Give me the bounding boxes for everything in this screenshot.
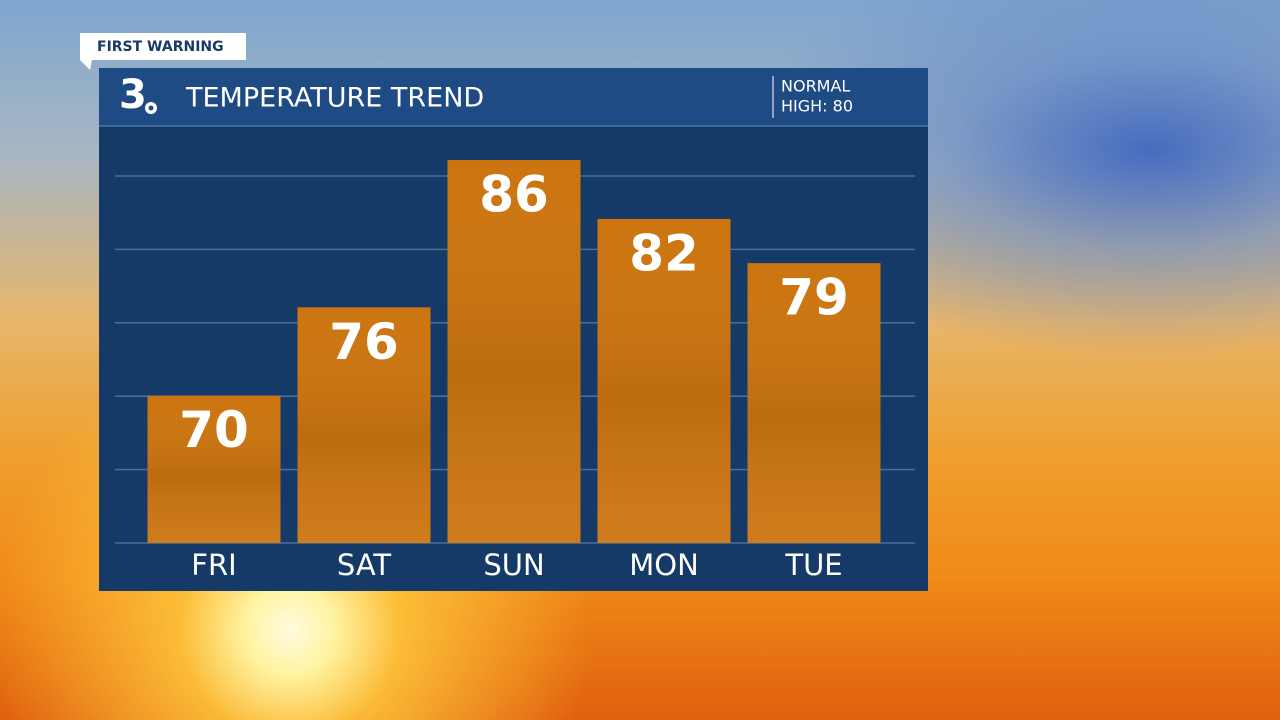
- x-tick-label: SAT: [337, 548, 392, 582]
- x-tick-label: MON: [629, 548, 699, 582]
- logo-pupil: [148, 105, 154, 111]
- value-label: 79: [779, 269, 849, 327]
- normal-value: HIGH: 80: [781, 97, 853, 116]
- x-tick-label: TUE: [784, 548, 842, 582]
- bar-shade: [147, 395, 281, 543]
- badge-bg: [80, 33, 246, 70]
- value-label: 86: [479, 166, 549, 224]
- value-label: 82: [629, 224, 699, 282]
- x-tick-label: SUN: [483, 548, 544, 582]
- bar-shade: [297, 307, 431, 543]
- value-label: 76: [329, 313, 399, 371]
- logo: 3: [119, 72, 147, 118]
- chart-title: TEMPERATURE TREND: [185, 83, 484, 114]
- x-tick-label: FRI: [191, 548, 236, 582]
- value-label: 70: [179, 401, 249, 459]
- bar-shade: [747, 263, 881, 543]
- bar-shade: [597, 218, 731, 543]
- badge: FIRST WARNING: [97, 39, 224, 55]
- header-bar: [99, 68, 928, 126]
- bar-shade: [447, 160, 581, 543]
- normal-label: NORMAL: [781, 77, 850, 96]
